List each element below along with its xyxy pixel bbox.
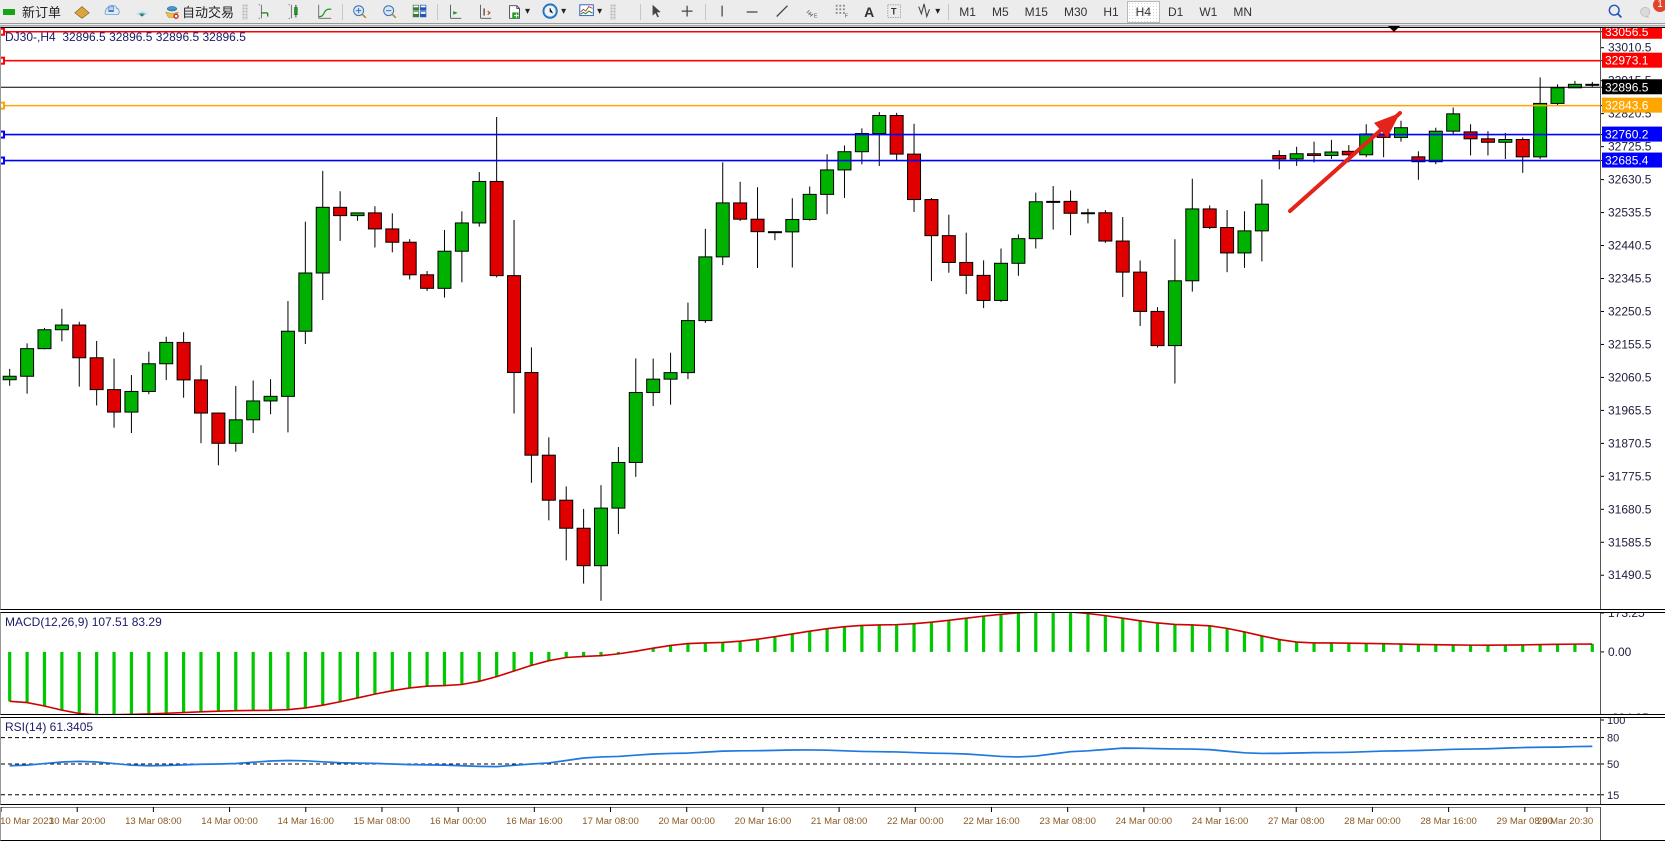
svg-text:22 Mar 00:00: 22 Mar 00:00 (887, 816, 944, 827)
svg-text:32760.2: 32760.2 (1605, 128, 1649, 142)
svg-text:31680.5: 31680.5 (1608, 502, 1652, 516)
svg-text:10 Mar 20:00: 10 Mar 20:00 (49, 816, 106, 827)
svg-text:32896.5: 32896.5 (1605, 80, 1649, 94)
svg-text:27 Mar 08:00: 27 Mar 08:00 (1268, 816, 1325, 827)
svg-text:32725.5: 32725.5 (1608, 140, 1652, 154)
svg-text:32155.5: 32155.5 (1608, 337, 1652, 351)
svg-text:33010.5: 33010.5 (1608, 41, 1652, 55)
svg-text:F: F (845, 13, 849, 19)
svg-text:29 Mar 20:30: 29 Mar 20:30 (1537, 816, 1594, 827)
svg-text:32250.5: 32250.5 (1608, 304, 1652, 318)
svg-text:20 Mar 00:00: 20 Mar 00:00 (658, 816, 715, 827)
svg-text:32630.5: 32630.5 (1608, 173, 1652, 187)
svg-text:32440.5: 32440.5 (1608, 239, 1652, 253)
svg-text:32060.5: 32060.5 (1608, 370, 1652, 384)
svg-text:24 Mar 16:00: 24 Mar 16:00 (1192, 816, 1249, 827)
svg-text:28 Mar 00:00: 28 Mar 00:00 (1344, 816, 1401, 827)
svg-text:31490.5: 31490.5 (1608, 568, 1652, 582)
svg-text:22 Mar 16:00: 22 Mar 16:00 (963, 816, 1020, 827)
svg-text:80: 80 (1607, 733, 1619, 745)
svg-text:10 Mar 2023: 10 Mar 2023 (1, 816, 54, 827)
svg-text:15 Mar 08:00: 15 Mar 08:00 (354, 816, 411, 827)
svg-text:T: T (891, 6, 897, 16)
svg-text:33056.5: 33056.5 (1605, 28, 1649, 39)
svg-text:100: 100 (1607, 718, 1625, 727)
svg-text:21 Mar 08:00: 21 Mar 08:00 (811, 816, 868, 827)
svg-text:32345.5: 32345.5 (1608, 272, 1652, 286)
svg-text:32843.6: 32843.6 (1605, 99, 1649, 113)
svg-text:17 Mar 08:00: 17 Mar 08:00 (582, 816, 639, 827)
svg-text:-294.25: -294.25 (1608, 711, 1649, 715)
svg-text:0: 0 (1607, 803, 1613, 805)
svg-text:32973.1: 32973.1 (1605, 54, 1649, 68)
svg-text:13 Mar 08:00: 13 Mar 08:00 (125, 816, 182, 827)
svg-text:28 Mar 16:00: 28 Mar 16:00 (1420, 816, 1477, 827)
svg-text:24 Mar 00:00: 24 Mar 00:00 (1116, 816, 1173, 827)
svg-text:31585.5: 31585.5 (1608, 535, 1652, 549)
svg-text:0.00: 0.00 (1608, 645, 1632, 659)
svg-text:20 Mar 16:00: 20 Mar 16:00 (735, 816, 792, 827)
svg-text:31870.5: 31870.5 (1608, 436, 1652, 450)
svg-text:32535.5: 32535.5 (1608, 206, 1652, 220)
svg-text:173.25: 173.25 (1608, 613, 1645, 620)
svg-text:31965.5: 31965.5 (1608, 403, 1652, 417)
svg-text:16 Mar 16:00: 16 Mar 16:00 (506, 816, 563, 827)
svg-text:32685.4: 32685.4 (1605, 154, 1649, 168)
svg-text:31775.5: 31775.5 (1608, 469, 1652, 483)
svg-text:16 Mar 00:00: 16 Mar 00:00 (430, 816, 487, 827)
svg-text:14 Mar 16:00: 14 Mar 16:00 (277, 816, 334, 827)
svg-text:50: 50 (1607, 759, 1619, 771)
svg-text:E: E (814, 13, 818, 19)
svg-text:14 Mar 00:00: 14 Mar 00:00 (201, 816, 258, 827)
svg-text:23 Mar 08:00: 23 Mar 08:00 (1039, 816, 1096, 827)
svg-text:15: 15 (1607, 790, 1619, 802)
